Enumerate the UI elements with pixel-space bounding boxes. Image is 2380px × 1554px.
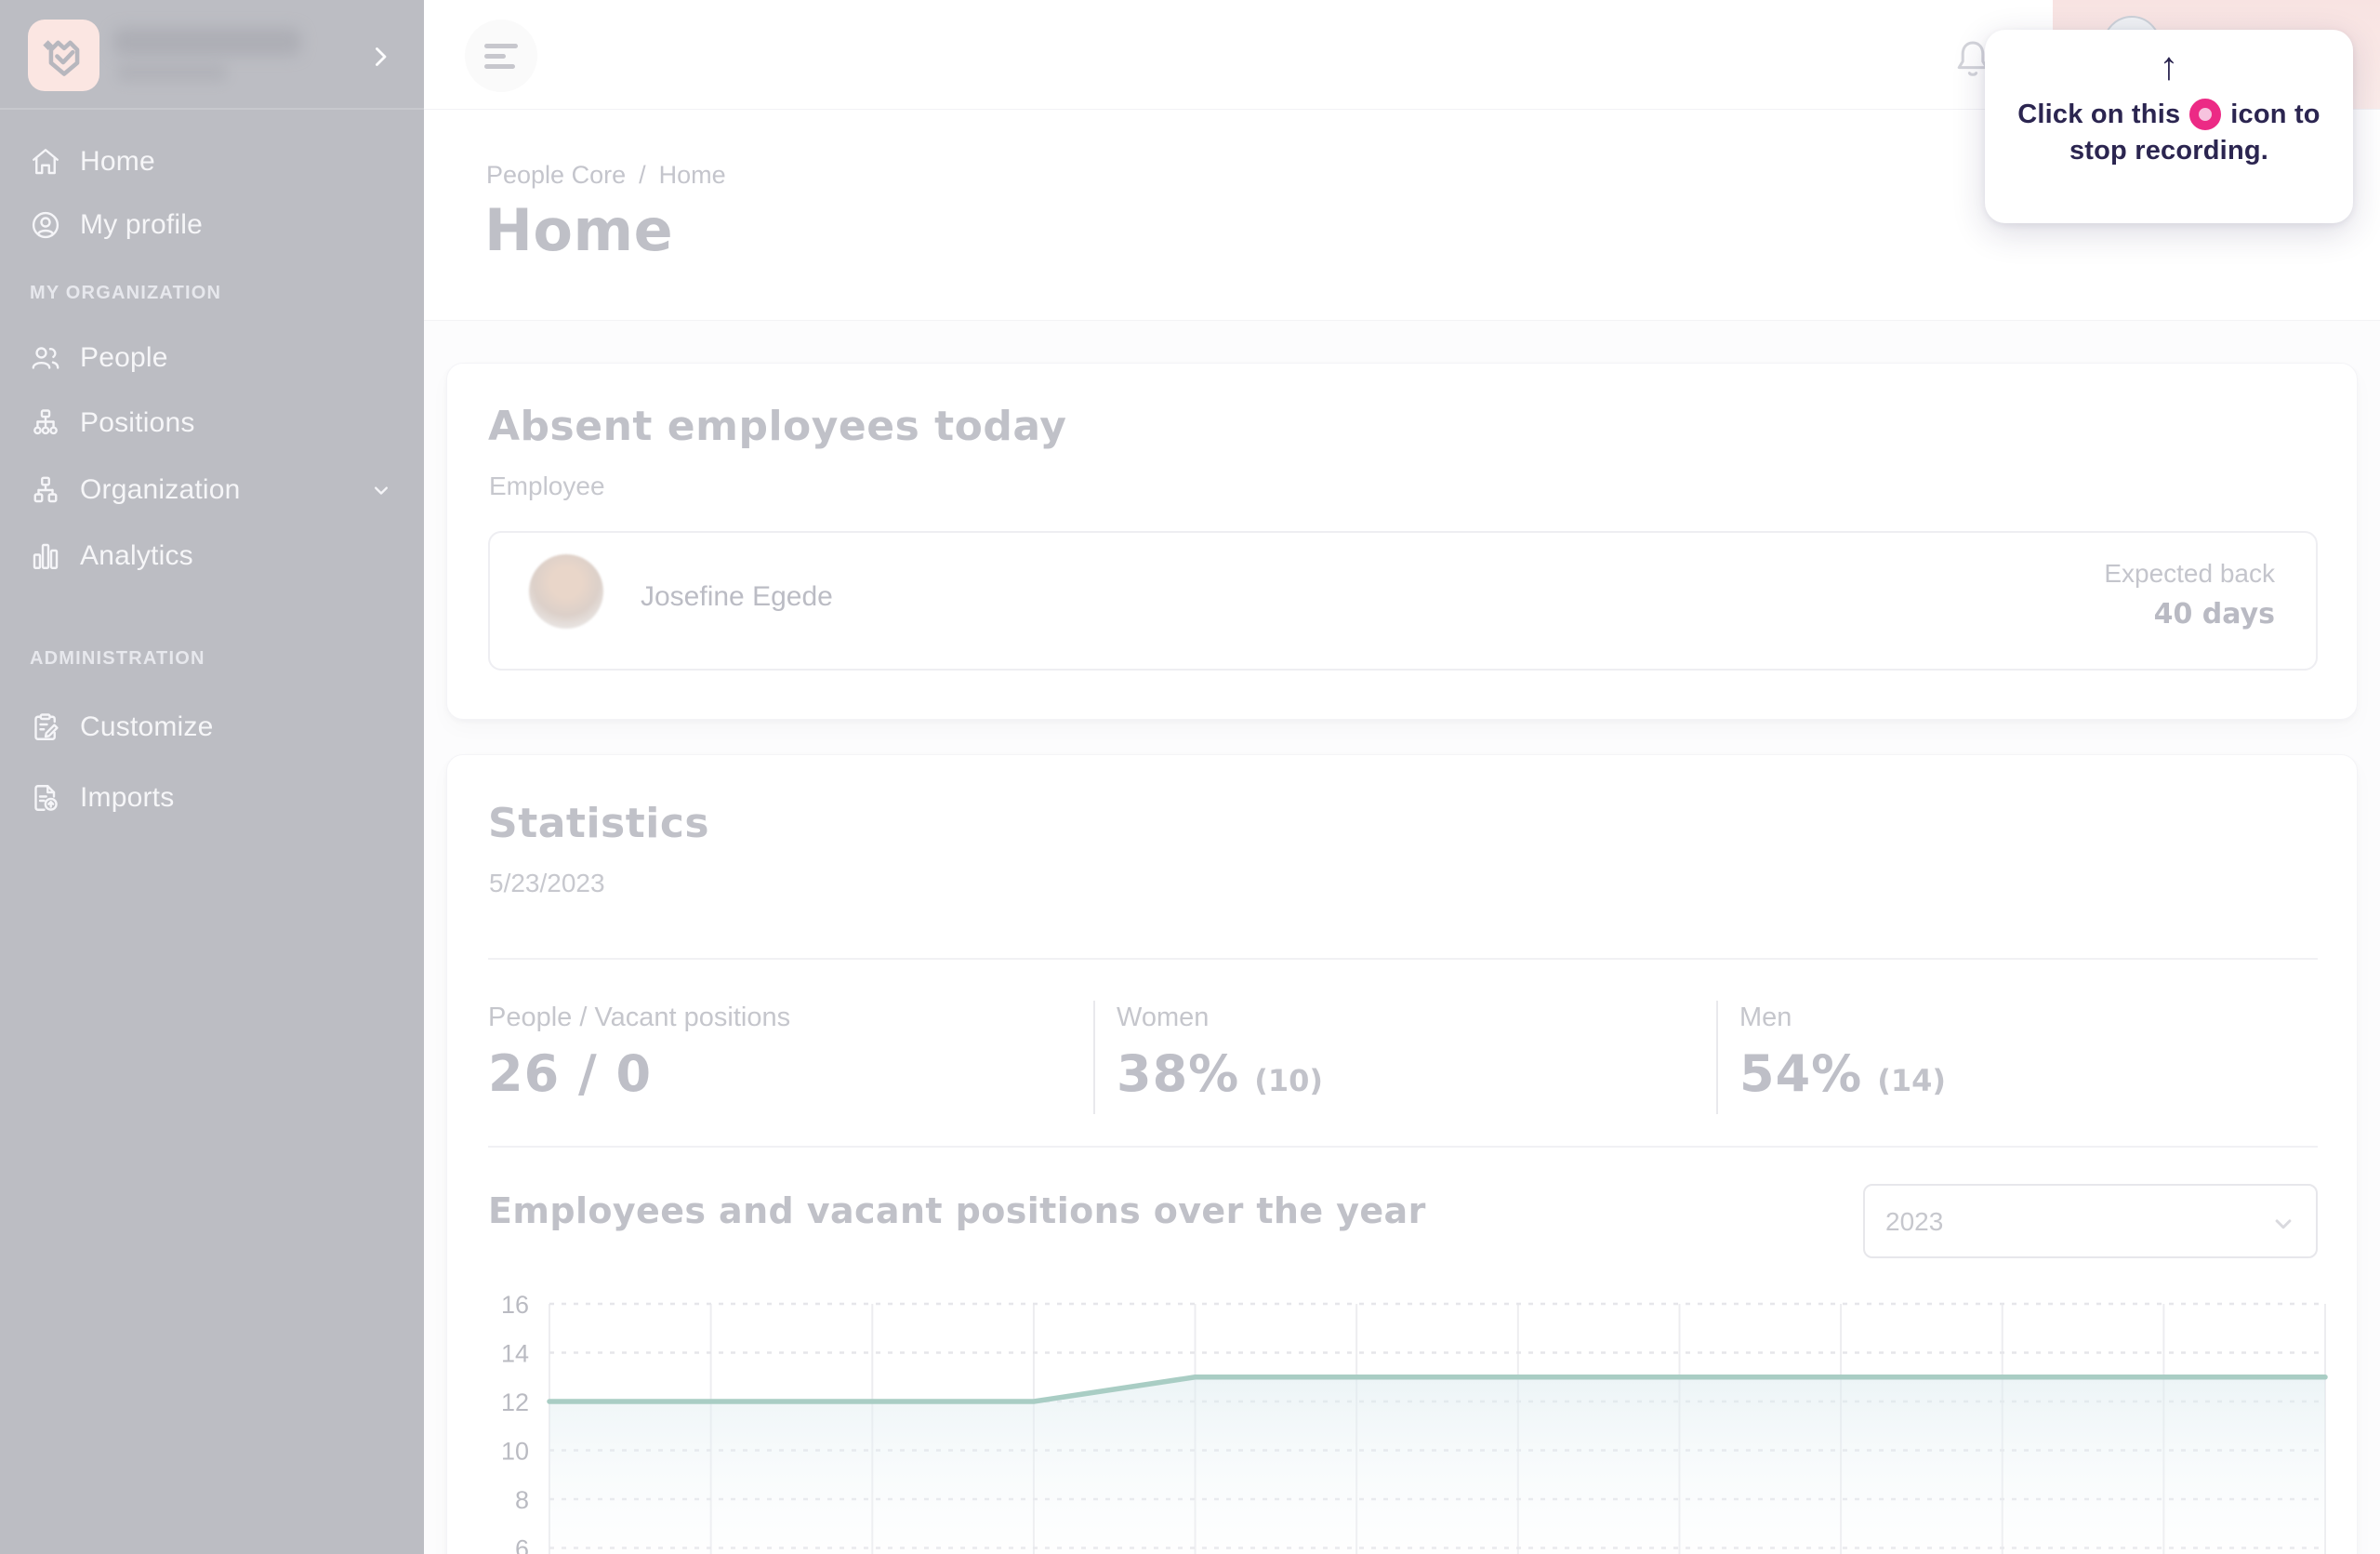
chart-area: 16 14 12 10 8 6 [447, 1290, 2357, 1554]
expected-back-value: 40 days [2153, 598, 2275, 631]
main-content: People Core / Home Home Absent employees… [424, 0, 2380, 1554]
breadcrumb: People Core / Home [486, 161, 726, 190]
divider [1716, 1001, 1718, 1114]
metric-value: 38% [1117, 1044, 1240, 1103]
chevron-down-icon [2275, 1219, 2292, 1229]
people-icon [32, 347, 60, 369]
employee-column-label: Employee [489, 472, 605, 500]
tooltip-text: Click on this [2017, 99, 2181, 129]
recording-tooltip: ↑ Click on this icon to stop recording. [1985, 30, 2353, 223]
metric-sub: (10) [1254, 1063, 1324, 1098]
svg-text:12: 12 [501, 1388, 529, 1416]
year-select-value: 2023 [1885, 1207, 1944, 1236]
breadcrumb-parent[interactable]: People Core [486, 161, 627, 189]
metric-label: Men [1739, 1003, 1792, 1032]
divider [488, 1146, 2318, 1148]
sidebar-item-analytics[interactable]: Analytics [0, 521, 424, 591]
employee-avatar [529, 554, 603, 629]
hierarchy-icon [33, 476, 58, 503]
brand-subtitle-blurred [117, 63, 227, 82]
arrow-up-icon: ↑ [2159, 44, 2179, 87]
metric-sub: (14) [1877, 1063, 1947, 1098]
page-title: Home [484, 196, 674, 264]
statistics-title: Statistics [488, 800, 710, 847]
breadcrumb-separator: / [639, 161, 646, 189]
sidebar-item-label: Organization [80, 474, 241, 505]
svg-text:8: 8 [515, 1486, 529, 1514]
sidebar-item-label: Positions [80, 407, 195, 438]
tooltip-text: icon to [2230, 99, 2320, 129]
sidebar-item-my-profile[interactable]: My profile [0, 190, 424, 260]
sidebar-section-my-organization: MY ORGANIZATION [30, 283, 222, 303]
sidebar-item-customize[interactable]: Customize [0, 692, 424, 763]
menu-button[interactable] [465, 20, 537, 92]
chart-title: Employees and vacant positions over the … [488, 1190, 1426, 1231]
sidebar-item-imports[interactable]: Imports [0, 763, 424, 833]
metric-women: Women 38% (10) [1117, 1003, 1323, 1103]
bar-chart-icon [33, 543, 59, 569]
sidebar-header [0, 0, 424, 110]
brand-name-blurred [113, 28, 301, 56]
sidebar-item-organization[interactable]: Organization [0, 455, 424, 525]
sidebar-item-label: My profile [80, 209, 204, 240]
sidebar-item-label: Imports [80, 782, 175, 813]
heart-check-logo-icon [42, 39, 79, 76]
divider [488, 958, 2318, 960]
recording-tooltip-line1: Click on this icon to [2017, 99, 2320, 131]
sidebar-item-positions[interactable]: Positions [0, 388, 424, 458]
sidebar-item-label: Customize [80, 711, 214, 742]
employee-name: Josefine Egede [641, 581, 833, 612]
absent-card-title: Absent employees today [488, 403, 1067, 450]
sidebar-item-label: Home [80, 146, 155, 177]
clipboard-edit-icon [34, 713, 59, 740]
sidebar-item-people[interactable]: People [0, 323, 424, 393]
expected-back-label: Expected back [2104, 559, 2275, 588]
statistics-card: Statistics 5/23/2023 People / Vacant pos… [446, 754, 2358, 1554]
sidebar-item-label: People [80, 342, 168, 373]
divider [1093, 1001, 1095, 1114]
org-chart-icon [33, 409, 58, 435]
svg-text:6: 6 [515, 1535, 529, 1554]
svg-text:14: 14 [501, 1340, 529, 1368]
chevron-down-icon [375, 486, 388, 495]
recording-tooltip-line2: stop recording. [2069, 136, 2269, 166]
metric-value: 54% [1739, 1044, 1863, 1103]
sidebar-collapse-button[interactable] [364, 41, 396, 73]
metric-people-vacant: People / Vacant positions 26 / 0 [488, 1003, 790, 1103]
statistics-date: 5/23/2023 [489, 869, 605, 897]
sidebar-item-label: Analytics [80, 540, 193, 571]
metric-men: Men 54% (14) [1739, 1003, 1946, 1103]
year-select[interactable]: 2023 [1863, 1184, 2318, 1258]
chevron-right-icon [376, 47, 387, 66]
sidebar: Home My profile MY ORGANIZATION People P… [0, 0, 424, 1554]
sidebar-item-home[interactable]: Home [0, 126, 424, 197]
brand-logo[interactable] [28, 20, 99, 91]
sidebar-section-administration: ADMINISTRATION [30, 648, 205, 669]
expected-back-block: Expected back 40 days [2104, 559, 2275, 631]
home-icon [33, 149, 59, 175]
metric-label: People / Vacant positions [488, 1003, 791, 1032]
breadcrumb-current: Home [658, 161, 726, 189]
document-upload-icon [34, 785, 58, 811]
absent-employees-card: Absent employees today Employee Josefine… [446, 363, 2358, 720]
chart-svg: 16 14 12 10 8 6 [501, 1291, 2328, 1554]
svg-text:16: 16 [501, 1291, 529, 1319]
svg-text:10: 10 [501, 1438, 529, 1466]
metric-value: 26 / 0 [488, 1044, 653, 1103]
metric-label: Women [1117, 1003, 1210, 1032]
bell-icon[interactable] [1950, 35, 1995, 84]
user-circle-icon [32, 211, 60, 239]
absent-employee-row[interactable]: Josefine Egede Expected back 40 days [488, 531, 2318, 671]
record-stop-icon [2189, 99, 2222, 131]
